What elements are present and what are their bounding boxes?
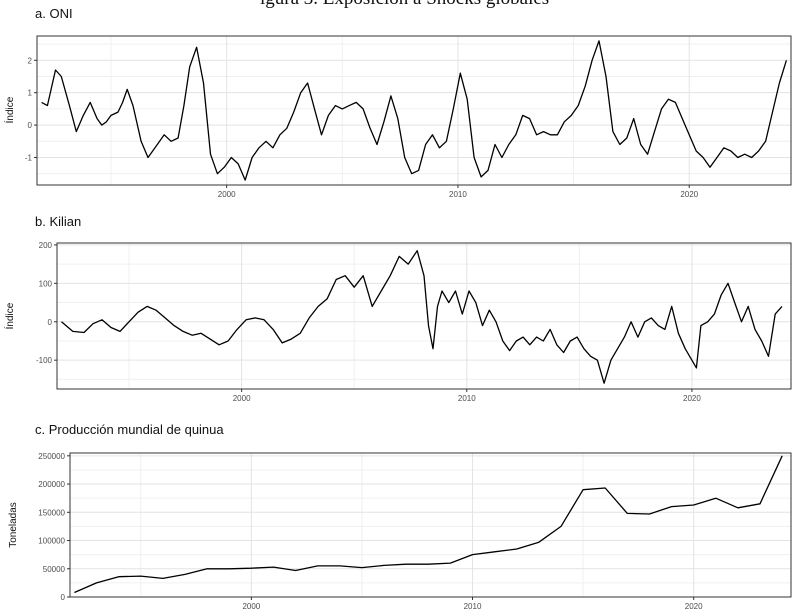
y-tick-label: 150000 <box>38 508 65 517</box>
y-tick-label: 100000 <box>38 537 65 546</box>
x-tick-label: 2010 <box>458 394 476 403</box>
y-tick-label: 200000 <box>38 480 65 489</box>
chart-panel-2: b. Kilian 2000 2010 2020 -100 0 100 200 Índice <box>3 214 792 403</box>
y-tick-label: 250000 <box>38 452 65 461</box>
x-tick-label: 2020 <box>680 190 698 199</box>
series-line <box>61 250 783 384</box>
cut-off-figure-caption: igura 3. Exposición a Shocks globales <box>0 0 801 10</box>
plot-frame <box>56 242 792 390</box>
chart-panel-1: a. ONI 2000 2010 2020 -1 0 1 2 Índice <box>3 6 792 199</box>
x-tick-label: 2000 <box>233 394 251 403</box>
y-tick-label: 0 <box>48 318 53 327</box>
y-tick-label: -100 <box>36 356 53 365</box>
y-tick-label: 0 <box>28 121 33 130</box>
y-tick-label: -1 <box>25 153 33 162</box>
chart-panel-3: c. Producción mundial de quinua 2000 2010 2… <box>8 422 792 609</box>
y-axis-label: Índice <box>3 96 16 123</box>
panel-title: a. ONI <box>35 6 73 21</box>
y-axis-label: Índice <box>3 302 16 329</box>
y-tick-label: 50000 <box>43 565 66 574</box>
panel-title: b. Kilian <box>35 214 81 229</box>
series-line <box>74 455 783 594</box>
x-tick-label: 2020 <box>685 602 703 609</box>
series-line <box>41 40 788 181</box>
x-tick-label: 2010 <box>464 602 482 609</box>
plot-frame <box>36 35 792 186</box>
x-tick-label: 2010 <box>449 190 467 199</box>
figure-caption-text: igura 3. Exposición a Shocks globales <box>260 0 549 10</box>
y-tick-label: 0 <box>61 593 66 602</box>
y-tick-label: 200 <box>39 241 53 250</box>
y-axis-label: Toneladas <box>8 502 19 548</box>
x-tick-label: 2020 <box>683 394 701 403</box>
plot-frame <box>69 452 792 598</box>
y-tick-label: 1 <box>28 89 33 98</box>
panel-title: c. Producción mundial de quinua <box>35 422 224 437</box>
x-tick-label: 2000 <box>242 602 260 609</box>
x-tick-label: 2000 <box>218 190 236 199</box>
y-tick-label: 100 <box>39 279 53 288</box>
y-tick-label: 2 <box>28 56 33 65</box>
